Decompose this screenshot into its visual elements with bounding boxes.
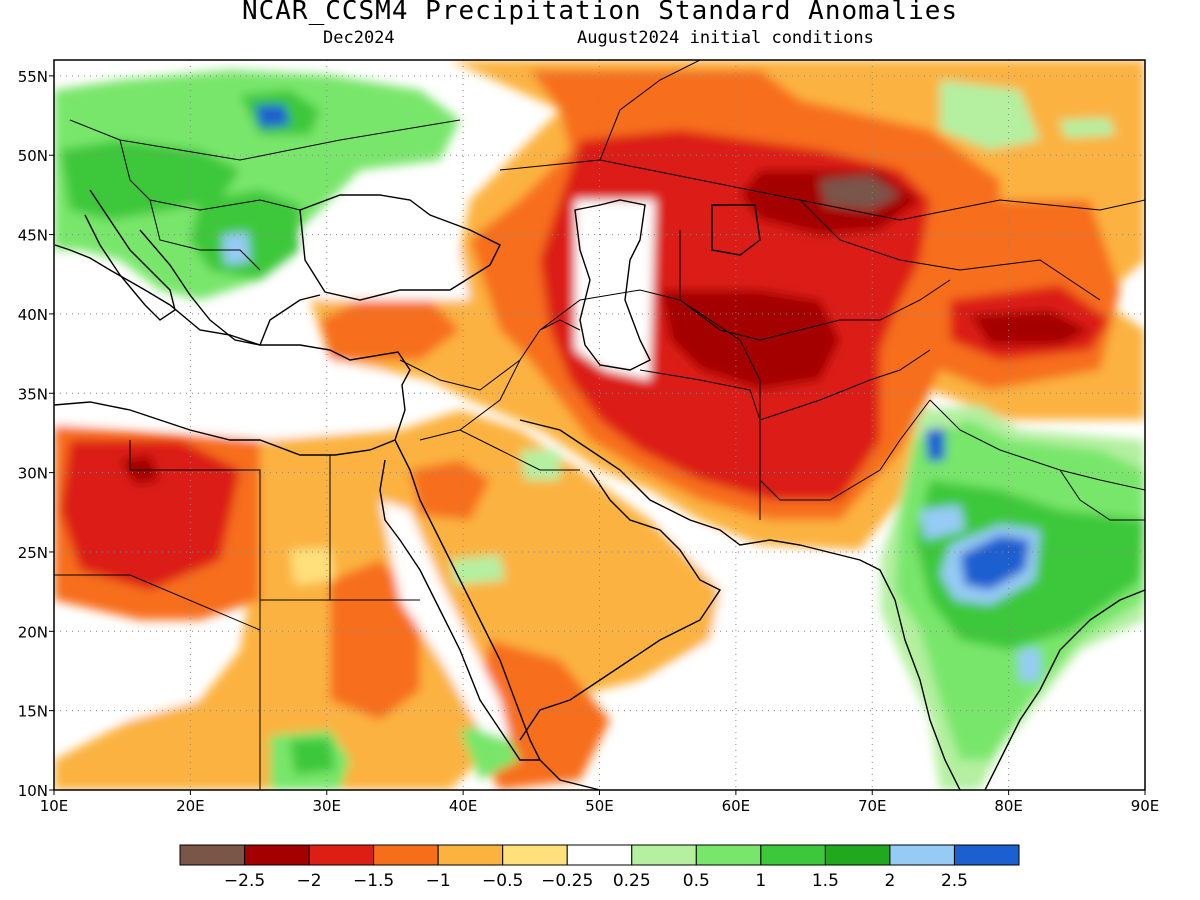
anomaly-region (520, 450, 560, 480)
lat-tick-label: 35N (18, 385, 48, 403)
lon-tick-label: 80E (994, 797, 1023, 815)
colorbar-swatch (437, 844, 504, 866)
lat-tick-label: 45N (18, 227, 48, 245)
colorbar-swatch (502, 844, 568, 866)
colorbar-swatch (373, 844, 439, 866)
colorbar-label: 1.5 (812, 871, 839, 891)
lon-tick-label: 10E (40, 797, 69, 815)
colorbar-label: −1 (426, 871, 451, 891)
anomaly-region (940, 80, 1040, 150)
anomaly-region (925, 428, 945, 462)
colorbar-swatch (244, 844, 310, 866)
colorbar-label: 1 (755, 871, 766, 891)
lon-tick-label: 60E (722, 797, 751, 815)
anomaly-region (60, 140, 240, 220)
persian-gulf-coast (519, 419, 896, 601)
lat-tick-label: 20N (18, 623, 48, 641)
initial-conditions-label: August2024 initial conditions (577, 28, 874, 48)
colorbar-swatch (760, 844, 826, 866)
anomaly-region (640, 520, 880, 790)
anomaly-region (320, 300, 460, 360)
anomaly-region (54, 70, 460, 300)
anomaly-region (820, 175, 900, 210)
colorbar-label: −0.5 (482, 871, 523, 891)
colorbar-swatch (631, 844, 697, 866)
caspian-coast (574, 199, 651, 371)
anomaly-region (255, 105, 290, 128)
mediterranean-coast (54, 244, 411, 456)
lon-tick-label: 90E (1131, 797, 1160, 815)
lat-tick-label: 30N (18, 465, 48, 483)
colorbar-label: −1.5 (353, 871, 394, 891)
anomaly-region (660, 290, 840, 390)
anomaly-region (970, 310, 1090, 345)
anomaly-region (222, 232, 250, 265)
lon-tick-label: 70E (858, 797, 887, 815)
horn-coast (539, 759, 601, 790)
colorbar-label: −2.5 (224, 871, 265, 891)
colorbar-label: −0.25 (541, 871, 593, 891)
axis-tick-labels: 10E 20E 30E 40E 50E 60E 70E 80E 90E 10N 15N 20N 25N 3… (18, 68, 1160, 815)
colorbar-swatch (889, 844, 955, 866)
colorbar-swatch (308, 844, 375, 866)
colorbar-label: 2.5 (941, 871, 968, 891)
lat-tick-label: 10N (18, 782, 48, 800)
black-sea-coast (299, 194, 501, 301)
forecast-month: Dec2024 (323, 28, 395, 48)
lon-tick-label: 20E (176, 797, 205, 815)
lon-tick-label: 40E (449, 797, 478, 815)
colorbar-label: −2 (297, 871, 322, 891)
chart-title: NCAR_CCSM4 Precipitation Standard Anomal… (241, 0, 959, 26)
anomaly-region (60, 440, 240, 590)
country-borders (54, 60, 1145, 790)
colorbar-swatch (824, 844, 891, 866)
aral-coast (711, 204, 761, 256)
coastlines (54, 189, 1145, 790)
colorbar-label: 0.25 (613, 871, 651, 891)
lat-tick-label: 40N (18, 306, 48, 324)
lat-tick-label: 15N (18, 703, 48, 721)
red-sea-coast (379, 439, 542, 761)
india-east-coast (984, 589, 1145, 790)
anomaly-region (1060, 118, 1115, 138)
lon-tick-label: 30E (312, 797, 341, 815)
anomaly-region (410, 460, 490, 520)
lat-tick-label: 55N (18, 68, 48, 86)
lat-tick-label: 50N (18, 147, 48, 165)
anomaly-region (290, 548, 335, 585)
colorbar-swatch (953, 844, 1020, 866)
anomaly-region (575, 200, 655, 380)
colorbar-swatch (179, 844, 246, 866)
colorbar-label: 0.5 (683, 871, 710, 891)
precipitation-anomaly-field (54, 60, 1145, 790)
lon-tick-label: 50E (585, 797, 614, 815)
anomaly-region (1018, 648, 1040, 682)
anomaly-region (960, 535, 1030, 590)
arabia-coast (519, 469, 722, 741)
india-coast (894, 599, 961, 790)
anomaly-region (290, 738, 335, 775)
lat-tick-label: 25N (18, 544, 48, 562)
balkan-coast (139, 229, 321, 346)
italy-coast (84, 189, 176, 321)
colorbar-swatch (695, 844, 762, 866)
colorbar-legend: −2.5 −2 −1.5 −1 −0.5 −0.25 0.25 0.5 1 1.5 2 2.5 (179, 844, 1020, 891)
colorbar-label: 2 (885, 871, 896, 891)
anomaly-region (450, 555, 505, 585)
colorbar-swatch (566, 844, 633, 866)
anomaly-region (300, 220, 470, 300)
anomaly-region (920, 505, 965, 540)
anomaly-region (54, 350, 410, 440)
anomaly-region (54, 630, 200, 720)
